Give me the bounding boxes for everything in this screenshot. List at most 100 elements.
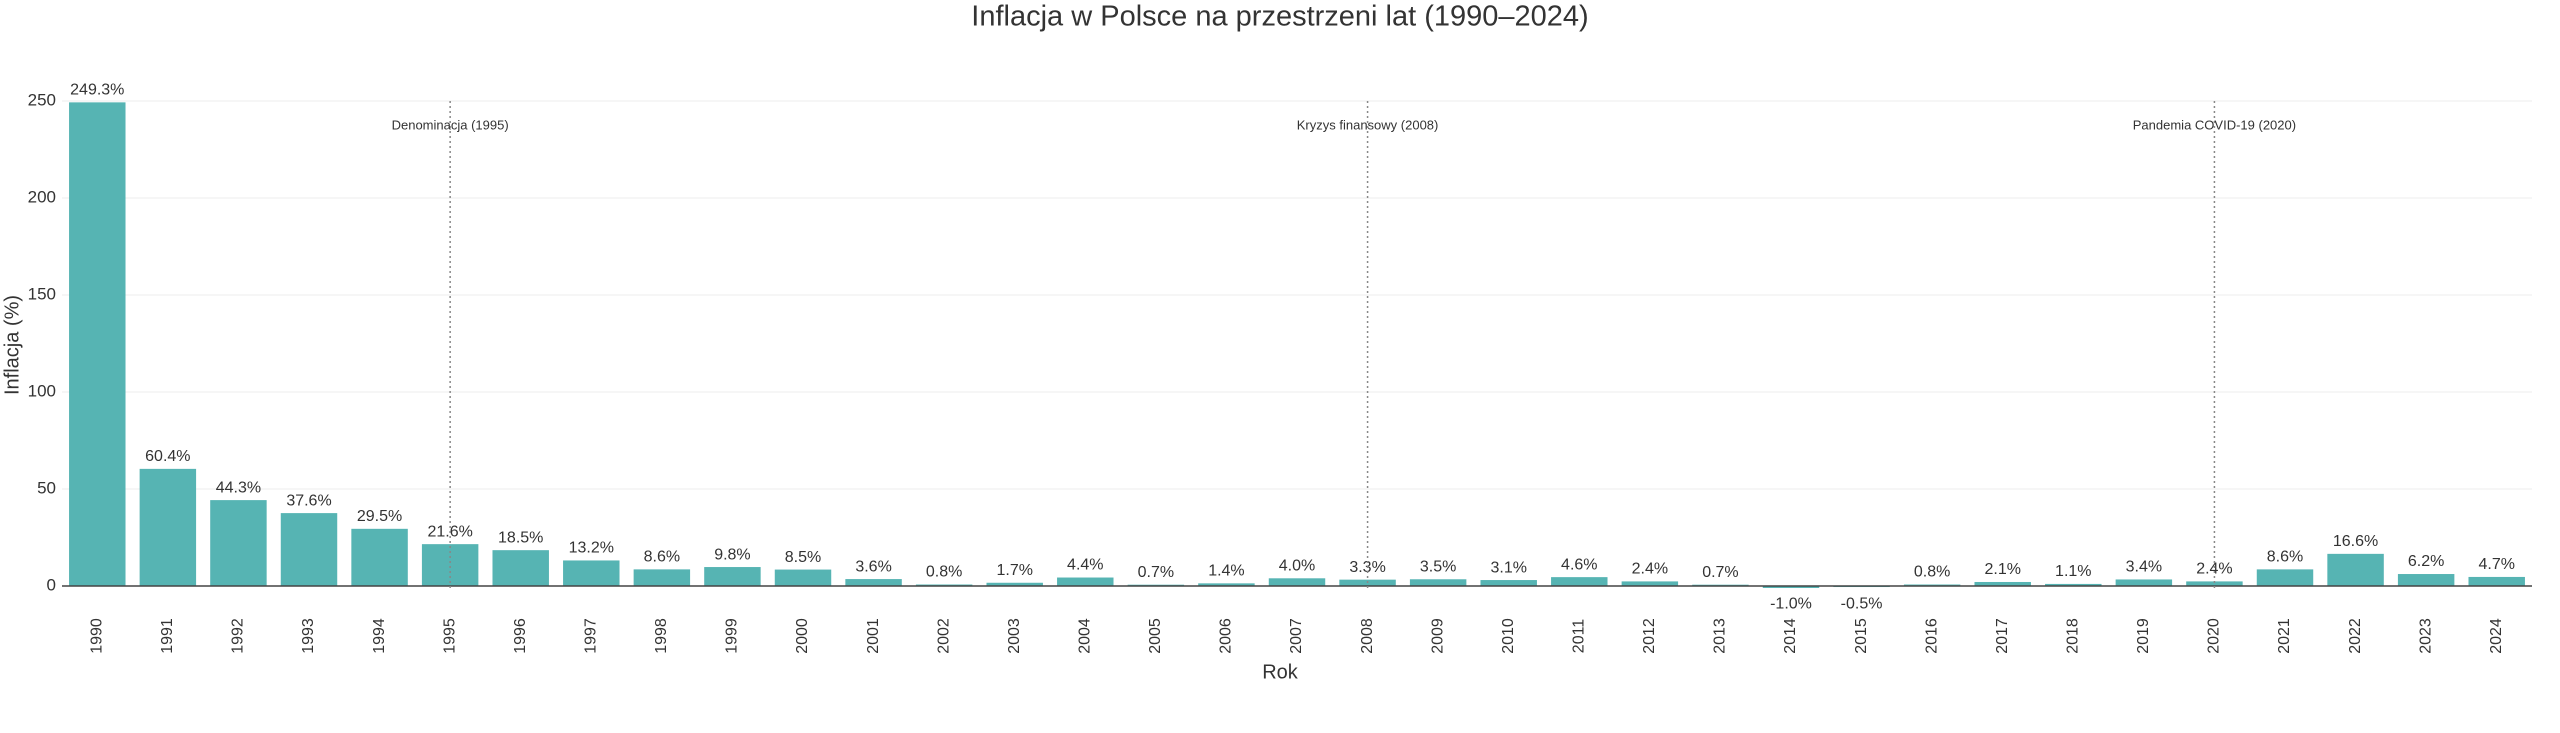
x-tick-label: 1995 (441, 618, 458, 654)
value-label: 2.1% (1984, 561, 2020, 578)
x-tick-label: 2015 (1853, 618, 1870, 654)
annotation-text: Kryzys finansowy (2008) (1297, 117, 1439, 132)
bar (845, 579, 902, 587)
value-label: 16.6% (2333, 533, 2378, 550)
value-label: 3.5% (1420, 558, 1456, 575)
x-tick-label: 2004 (1077, 618, 1094, 654)
value-label: 9.8% (714, 546, 750, 563)
bar (1551, 577, 1608, 587)
value-label: 6.2% (2408, 553, 2444, 570)
x-tick-label: 1990 (89, 618, 106, 654)
x-tick-label: 1996 (512, 618, 529, 654)
x-axis-title: Rok (1262, 661, 1299, 683)
bar (2115, 579, 2173, 587)
bar (915, 584, 973, 587)
value-label: 3.4% (2126, 559, 2162, 576)
bar (1480, 580, 1537, 587)
x-tick-label: 1999 (724, 618, 741, 654)
value-label: 8.6% (2267, 549, 2303, 566)
value-label: 1.7% (996, 562, 1032, 579)
x-tick-label: 2001 (865, 618, 882, 654)
value-label: 13.2% (569, 540, 614, 557)
y-tick-label: 150 (28, 285, 56, 304)
y-tick-label: 50 (37, 479, 56, 498)
value-label: 0.7% (1138, 564, 1174, 581)
x-tick-label: 2012 (1641, 618, 1658, 654)
x-tick-label: 2010 (1500, 618, 1517, 654)
bar (2397, 574, 2455, 587)
value-label: 249.3% (70, 82, 124, 99)
value-label: 0.8% (926, 564, 962, 581)
bar (633, 569, 691, 587)
bar (210, 500, 267, 587)
x-tick-label: 2006 (1218, 618, 1235, 654)
bar (1268, 578, 1326, 587)
y-tick-label: 250 (28, 90, 56, 109)
value-label: 18.5% (498, 529, 543, 546)
value-label: 4.4% (1067, 557, 1103, 574)
value-label: 4.0% (1279, 558, 1315, 575)
annotation-text: Pandemia COVID-19 (2020) (2133, 117, 2296, 132)
x-tick-label: 2000 (794, 618, 811, 654)
x-tick-label: 2016 (1923, 618, 1940, 654)
y-axis-title: Inflacja (%) (1, 295, 23, 395)
x-tick-label: 2024 (2488, 618, 2505, 654)
value-label: 4.6% (1561, 556, 1597, 573)
bar (2186, 581, 2243, 587)
x-tick-label: 2022 (2347, 618, 2364, 654)
x-tick-label: 2005 (1147, 618, 1164, 654)
bar (986, 582, 1043, 587)
value-label: 60.4% (145, 448, 190, 465)
y-tick-label: 100 (28, 382, 56, 401)
x-tick-label: 2020 (2206, 618, 2223, 654)
bar (2468, 576, 2525, 587)
value-label: 1.1% (2055, 563, 2091, 580)
x-tick-label: 1992 (230, 618, 247, 654)
x-tick-label: 2011 (1571, 619, 1588, 654)
x-tick-label: 2013 (1712, 618, 1729, 654)
value-label: -0.5% (1841, 595, 1883, 612)
bar (1903, 584, 1961, 587)
bar (2327, 553, 2384, 587)
value-label: 8.6% (644, 549, 680, 566)
x-tick-label: 2023 (2417, 618, 2434, 654)
bar (704, 567, 761, 587)
x-tick-label: 2017 (1994, 618, 2011, 654)
value-label: 8.5% (785, 549, 821, 566)
bar (492, 550, 549, 587)
x-tick-label: 2008 (1359, 618, 1376, 654)
value-label: 0.7% (1702, 564, 1738, 581)
value-label: 4.7% (2478, 556, 2514, 573)
x-tick-label: 2009 (1429, 618, 1446, 654)
x-tick-label: 1998 (653, 618, 670, 654)
x-tick-label: 2021 (2276, 618, 2293, 654)
x-tick-label: 1991 (159, 618, 176, 654)
x-tick-label: 1997 (583, 618, 600, 654)
x-tick-label: 2018 (2065, 618, 2082, 654)
y-tick-label: 200 (28, 187, 56, 206)
x-tick-label: 2014 (1782, 618, 1799, 654)
value-label: 0.8% (1914, 564, 1950, 581)
value-label: 3.1% (1490, 559, 1526, 576)
bar (69, 102, 126, 587)
bar (1409, 579, 1467, 587)
annotation-text: Denominacja (1995) (392, 117, 509, 132)
x-tick-label: 1993 (300, 618, 317, 654)
bar (774, 569, 832, 587)
y-tick-label: 0 (47, 576, 56, 595)
bar (280, 513, 338, 587)
chart-title: Inflacja w Polsce na przestrzeni lat (19… (971, 1, 1588, 33)
value-label: 37.6% (286, 492, 331, 509)
bar (2256, 569, 2314, 587)
value-label: 44.3% (216, 479, 261, 496)
value-label: -1.0% (1770, 595, 1812, 612)
value-label: 2.4% (2196, 561, 2232, 578)
bar (1198, 583, 1255, 587)
bar (1621, 581, 1679, 587)
bar (563, 560, 620, 587)
x-tick-label: 1994 (371, 618, 388, 654)
bar (1762, 586, 1820, 588)
bar (351, 528, 408, 587)
